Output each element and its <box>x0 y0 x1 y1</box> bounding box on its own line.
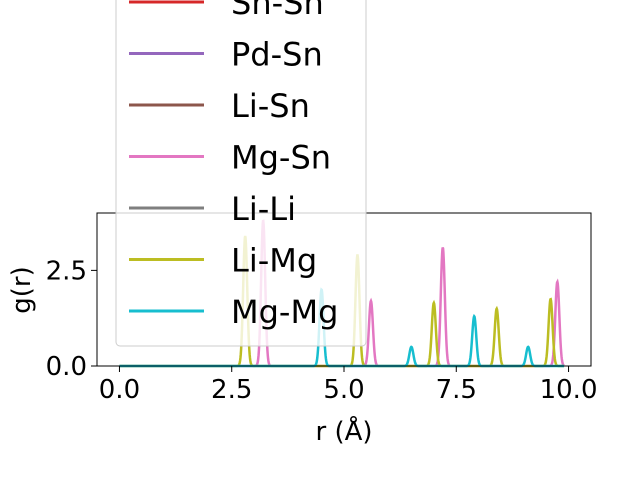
legend-label-li-sn: Li-Sn <box>231 87 310 125</box>
legend-label-mg-mg: Mg-Mg <box>231 293 338 331</box>
legend-label-li-mg: Li-Mg <box>231 242 317 280</box>
legend-label-pd-sn: Pd-Sn <box>231 36 323 74</box>
y-tick-label: 2.5 <box>46 256 87 286</box>
x-tick-label: 7.5 <box>436 375 477 405</box>
x-tick-label: 2.5 <box>211 375 252 405</box>
legend: Sn-Sn Pd-Sn Li-Sn Mg-Sn Li-Li Li-Mg Mg-Mg <box>115 0 367 347</box>
legend-label-mg-sn: Mg-Sn <box>231 139 331 177</box>
legend-label-li-li: Li-Li <box>231 190 296 228</box>
y-tick-label: 0.0 <box>46 352 87 382</box>
x-tick-label: 10.0 <box>540 375 598 405</box>
x-tick-label: 5.0 <box>323 375 364 405</box>
x-axis: 0.0 2.5 5.0 7.5 10.0 <box>99 366 598 405</box>
x-tick-label: 0.0 <box>99 375 140 405</box>
y-axis: 0.0 2.5 <box>46 256 97 382</box>
legend-label-sn-sn: Sn-Sn <box>231 0 324 22</box>
y-axis-label: g(r) <box>7 266 37 313</box>
x-axis-label: r (Å) <box>315 415 372 447</box>
